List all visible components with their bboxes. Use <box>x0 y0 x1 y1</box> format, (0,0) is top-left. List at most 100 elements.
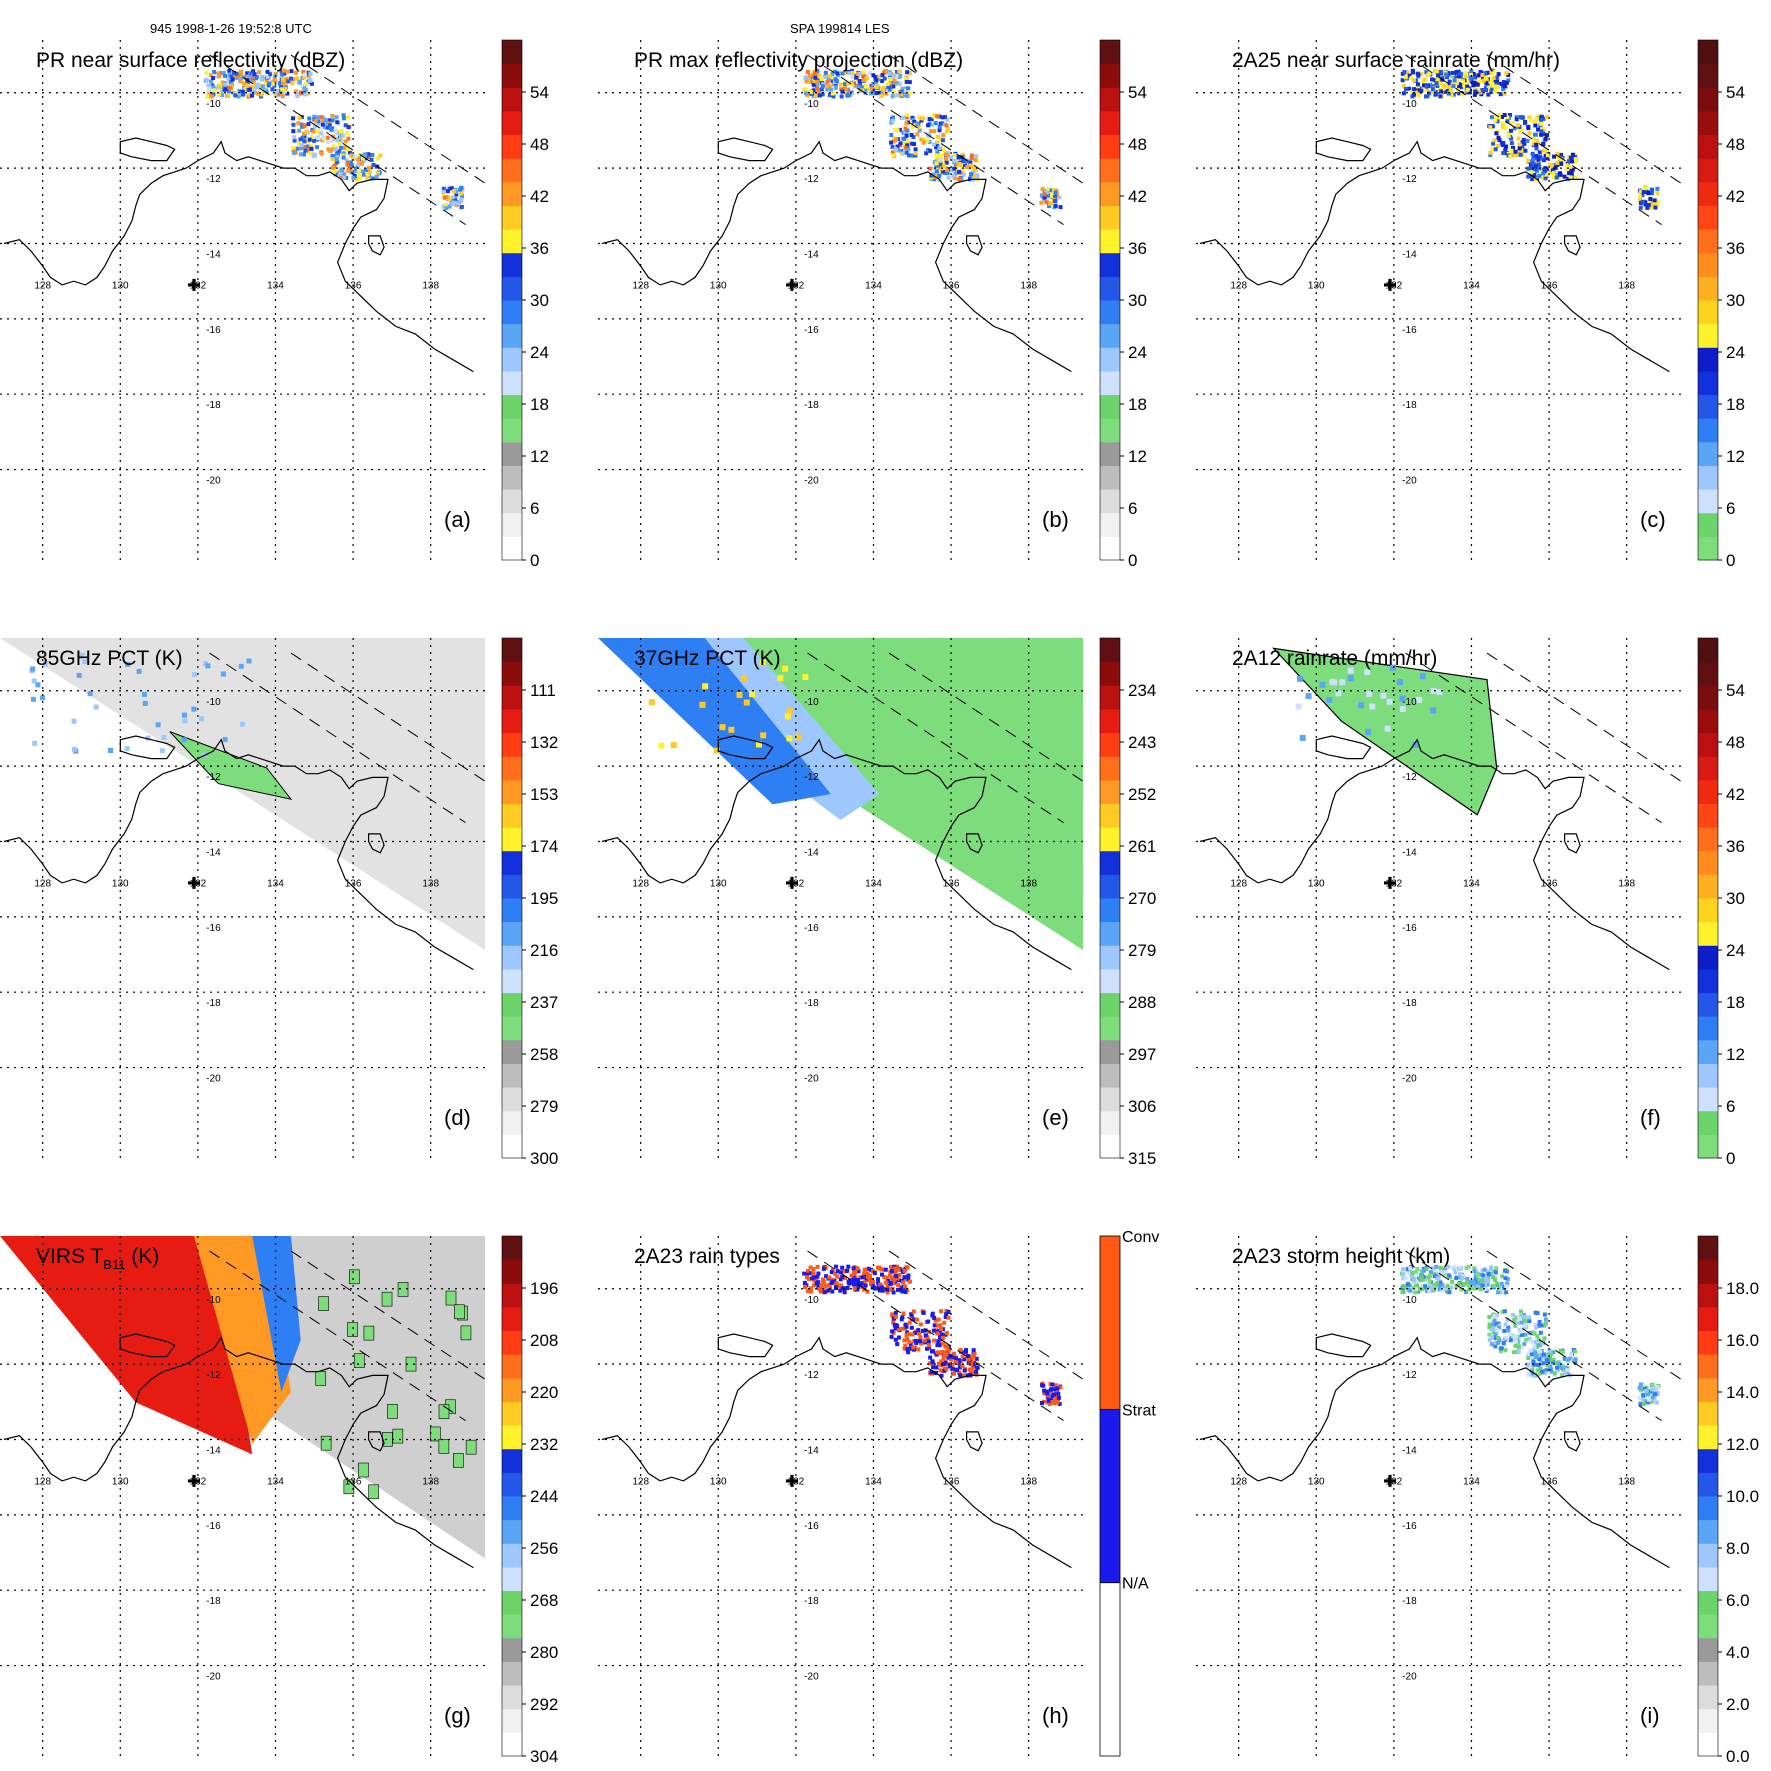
raintype-pixel <box>1045 1393 1050 1398</box>
swath-edge-south <box>1486 652 1681 782</box>
pct85-pixel <box>124 746 130 752</box>
colorbar-band <box>1698 323 1718 348</box>
pr-pixel <box>1460 92 1465 97</box>
pr-pixel <box>942 115 947 120</box>
pr-pixel <box>353 166 358 171</box>
pr-pixel <box>272 78 277 83</box>
lon-tick-label: 130 <box>1308 1477 1325 1488</box>
pr-pixel <box>1531 1330 1536 1335</box>
pr-pixel <box>307 116 312 121</box>
pr-pixel <box>1506 1325 1511 1330</box>
pr-pixel <box>1415 82 1420 87</box>
pr-pixel <box>1504 1284 1509 1289</box>
raintype-pixel <box>895 1287 900 1292</box>
field-h <box>601 1250 1083 1569</box>
pr-pixel <box>1435 69 1440 74</box>
pr-pixel <box>1493 118 1498 123</box>
colorbar-band <box>1698 803 1718 828</box>
colorbar-tick-label: 315 <box>1128 1149 1156 1168</box>
pr-pixel <box>1492 1277 1497 1282</box>
pr-pixel <box>1554 154 1559 159</box>
pr-pixel <box>1545 1363 1550 1368</box>
colorbar-band <box>502 756 522 781</box>
pr-pixel <box>339 145 344 150</box>
pr-pixel <box>1655 1392 1660 1397</box>
raintype-pixel <box>903 1289 908 1294</box>
colorbar-band <box>1100 945 1120 970</box>
pr-pixel <box>1435 1281 1440 1286</box>
pr-pixel <box>1482 1267 1487 1272</box>
raintype-pixel <box>894 1274 899 1279</box>
pr-pixel <box>1557 1362 1562 1367</box>
pr-pixel <box>263 82 268 87</box>
pr-pixel <box>917 115 922 120</box>
pr-pixel <box>1517 146 1522 151</box>
pr-pixel <box>1562 174 1567 179</box>
rr2a12-pixel <box>1430 687 1437 694</box>
pr-pixel <box>891 84 896 89</box>
colorbar-tick-label: 279 <box>1128 941 1156 960</box>
pr-pixel <box>941 148 946 153</box>
pr-pixel <box>445 189 450 194</box>
virs-cold-core <box>0 1236 253 1455</box>
pr-pixel <box>1437 1286 1442 1291</box>
colorbar-tick-label: 244 <box>530 1487 558 1506</box>
lon-tick-label: 136 <box>943 879 960 890</box>
pr-pixel <box>1462 83 1467 88</box>
pr-pixel <box>220 80 225 85</box>
pr-pixel <box>808 90 813 95</box>
colorbar-band <box>1698 63 1718 88</box>
pr-pixel <box>1425 87 1430 92</box>
pr-pixel <box>1528 1364 1533 1369</box>
raintype-pixel <box>933 1318 938 1323</box>
pr-pixel <box>312 154 317 159</box>
pr-pixel <box>873 75 878 80</box>
pr-pixel <box>842 71 847 76</box>
pr-pixel <box>963 163 968 168</box>
field-i <box>1199 1250 1681 1569</box>
pr-pixel <box>1045 187 1050 192</box>
pr-pixel <box>1494 79 1499 84</box>
raintype-pixel <box>1050 1382 1055 1387</box>
pr-pixel <box>1549 1357 1554 1362</box>
lon-tick-label: 136 <box>1541 879 1558 890</box>
raintype-pixel <box>807 1277 812 1282</box>
raintype-pixel <box>966 1357 971 1362</box>
pr-pixel <box>1495 85 1500 90</box>
pr-pixel <box>1542 1323 1547 1328</box>
pr-pixel <box>1494 114 1499 119</box>
pr-pixel <box>1430 1266 1435 1271</box>
pr-pixel <box>1460 1275 1465 1280</box>
pr-pixel <box>370 152 375 157</box>
pr-pixel <box>1518 115 1523 120</box>
pr-pixel <box>1514 117 1519 122</box>
pct37-pixel <box>719 724 726 731</box>
pr-pixel <box>1502 91 1507 96</box>
pct85-pixel <box>145 735 151 741</box>
colorbar-tick-label: 36 <box>1726 239 1745 258</box>
raintype-pixel <box>887 1286 892 1291</box>
pr-pixel <box>1479 1278 1484 1283</box>
pr-pixel <box>1473 89 1478 94</box>
pr-pixel <box>902 115 907 120</box>
pct85-pixel <box>199 716 205 722</box>
pr-pixel <box>1539 132 1544 137</box>
pr-pixel <box>1489 1265 1494 1270</box>
pr-pixel <box>1533 1350 1538 1355</box>
pr-pixel <box>937 124 942 129</box>
pr-pixel <box>334 157 339 162</box>
raintype-pixel <box>895 1264 900 1269</box>
raintype-pixel <box>896 1335 901 1340</box>
pr-pixel <box>1548 1366 1553 1371</box>
pr-pixel <box>1509 141 1514 146</box>
colorbar-tick-label: 18 <box>1726 395 1745 414</box>
colorbar-tick-label: 54 <box>1726 83 1745 102</box>
pr-pixel <box>927 139 932 144</box>
raintype-pixel <box>903 1322 908 1327</box>
colorbar-band <box>1100 87 1120 112</box>
pr-pixel <box>1503 1322 1508 1327</box>
raintype-pixel <box>890 1329 895 1334</box>
colorbar-band <box>502 1472 522 1497</box>
raintype-pixel <box>921 1310 926 1315</box>
pr-pixel <box>1423 1284 1428 1289</box>
